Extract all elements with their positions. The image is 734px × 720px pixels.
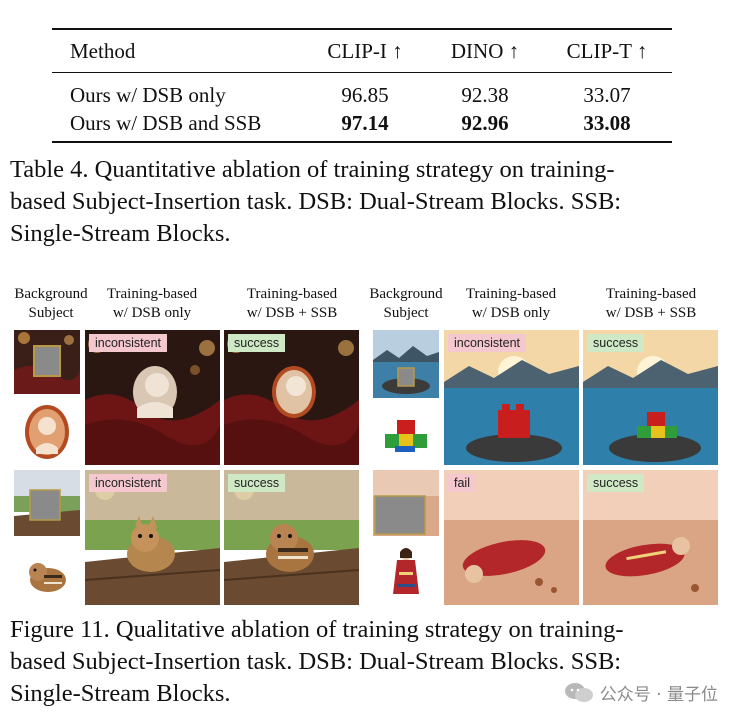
result-dsb-ssb-beach: success <box>583 470 718 605</box>
colhead-dsb-only-left: Training-based w/ DSB only <box>106 286 198 321</box>
background-image-cameo <box>14 330 80 394</box>
tag-success: success <box>587 334 645 352</box>
table-caption-line3: Single-Stream Blocks. <box>10 220 231 247</box>
watermark-text: 公众号 · 量子位 <box>599 685 718 705</box>
table-bottom-rule <box>52 141 672 143</box>
subject-image-chipmunk <box>14 542 80 604</box>
colhead-dsb-ssb-left: Training-based w/ DSB + SSB <box>246 286 338 321</box>
tag-success: success <box>228 334 286 352</box>
header-clip-i: CLIP-I ↑ <box>327 39 403 63</box>
row2-method: Ours w/ DSB and SSB <box>70 111 262 135</box>
result-dsb-only-lake: inconsistent <box>444 330 579 465</box>
subject-image-doll <box>373 542 439 604</box>
figure-caption-line2: based Subject-Insertion task. DSB: Dual-… <box>10 648 622 675</box>
row1-dino: 92.38 <box>461 83 509 107</box>
background-image-bench <box>14 470 80 536</box>
table-caption-line1: Table 4. Quantitative ablation of traini… <box>10 156 615 183</box>
result-dsb-ssb-lake: success <box>583 330 718 465</box>
background-image-lake <box>373 330 439 398</box>
table-mid-rule <box>52 72 672 73</box>
subject-image-cameo <box>14 400 80 464</box>
figure-caption-line3: Single-Stream Blocks. <box>10 680 231 707</box>
result-dsb-ssb-chipmunk: success <box>224 470 359 605</box>
tag-inconsistent: inconsistent <box>448 334 527 352</box>
colhead-dsb-ssb-right: Training-based w/ DSB + SSB <box>605 286 697 321</box>
result-dsb-only-chipmunk: inconsistent <box>85 470 220 605</box>
row2-clip-t: 33.08 <box>583 111 631 135</box>
row1-method: Ours w/ DSB only <box>70 83 226 107</box>
colhead-dsb-only-right: Training-based w/ DSB only <box>465 286 557 321</box>
colhead-bg-subject-left: Background Subject <box>14 286 88 321</box>
result-dsb-only-beach: fail <box>444 470 579 605</box>
tag-fail: fail <box>448 474 476 492</box>
result-dsb-ssb-cameo: success <box>224 330 359 465</box>
wechat-icon <box>564 682 594 704</box>
figure-caption: Figure 11. Qualitative ablation of train… <box>10 614 722 710</box>
table-top-rule <box>52 28 672 30</box>
tag-inconsistent: inconsistent <box>89 474 168 492</box>
figure-caption-line1: Figure 11. Qualitative ablation of train… <box>10 616 624 643</box>
header-method: Method <box>70 39 136 63</box>
colhead-bg-subject-right: Background Subject <box>369 286 443 321</box>
result-dsb-only-cameo: inconsistent <box>85 330 220 465</box>
header-clip-t: CLIP-T ↑ <box>566 39 648 63</box>
tag-inconsistent: inconsistent <box>89 334 168 352</box>
background-image-beach <box>373 470 439 536</box>
table-caption-line2: based Subject-Insertion task. DSB: Dual-… <box>10 188 622 215</box>
watermark: 公众号 · 量子位 <box>564 680 718 705</box>
tag-success: success <box>587 474 645 492</box>
row1-clip-t: 33.07 <box>583 83 631 107</box>
row2-dino: 92.96 <box>461 111 509 135</box>
row2-clip-i: 97.14 <box>341 111 389 135</box>
header-dino: DINO ↑ <box>450 39 520 63</box>
table-caption: Table 4. Quantitative ablation of traini… <box>10 154 722 250</box>
tag-success: success <box>228 474 286 492</box>
subject-image-lego <box>373 404 439 466</box>
row1-clip-i: 96.85 <box>341 83 389 107</box>
